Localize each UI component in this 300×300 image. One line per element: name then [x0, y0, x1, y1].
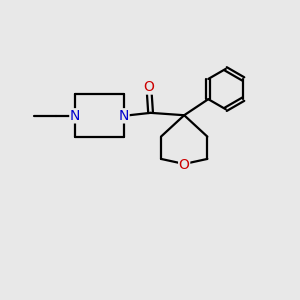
Text: N: N — [119, 109, 129, 123]
Text: O: O — [144, 80, 154, 94]
Text: N: N — [70, 109, 80, 123]
Text: O: O — [179, 158, 190, 172]
